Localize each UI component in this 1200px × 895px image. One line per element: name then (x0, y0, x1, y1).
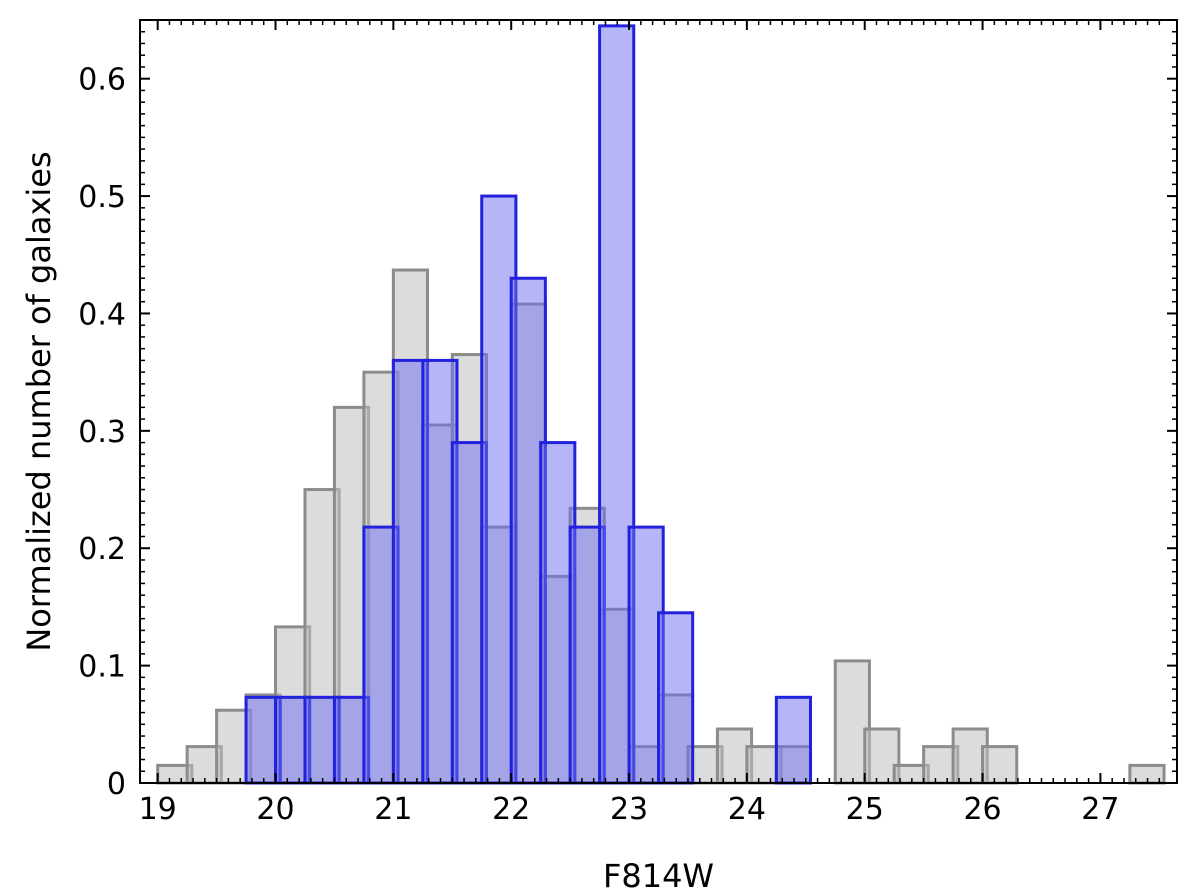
x-tick-label: 27 (1081, 792, 1119, 827)
y-tick-label: 0.6 (78, 63, 126, 98)
y-axis-ticks: 0 0.1 0.2 0.3 0.4 0.5 0.6 (78, 63, 1177, 802)
x-axis-title: F814W (603, 857, 714, 895)
blue-bar (774, 695, 813, 785)
y-tick-label: 0.2 (78, 532, 126, 567)
y-tick-label: 0.4 (78, 297, 126, 332)
minor-ticks (140, 20, 1177, 783)
x-tick-label: 21 (374, 792, 412, 827)
y-tick-label: 0 (107, 767, 126, 802)
x-tick-label: 25 (846, 792, 884, 827)
x-tick-label: 23 (610, 792, 648, 827)
x-tick-label: 22 (492, 792, 530, 827)
x-tick-label: 19 (139, 792, 177, 827)
x-tick-label: 26 (963, 792, 1001, 827)
gray-bar (981, 745, 1019, 785)
x-tick-label: 20 (256, 792, 294, 827)
y-tick-label: 0.1 (78, 650, 126, 685)
plot-frame (139, 19, 1178, 784)
x-axis-ticks: 19 20 21 22 23 24 25 26 27 (139, 20, 1119, 827)
blue-bar (657, 611, 695, 785)
y-tick-label: 0.5 (78, 180, 126, 215)
y-tick-label: 0.3 (78, 415, 126, 450)
y-axis-title: Normalized number of galaxies (20, 151, 58, 651)
x-tick-label: 24 (728, 792, 766, 827)
